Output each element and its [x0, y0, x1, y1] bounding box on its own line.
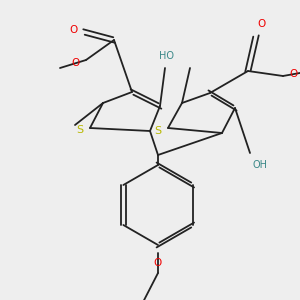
Text: O: O: [257, 19, 265, 29]
Text: HO: HO: [160, 51, 175, 61]
Text: S: S: [76, 125, 84, 135]
Text: O: O: [154, 258, 162, 268]
Text: O: O: [289, 69, 297, 79]
Text: O: O: [71, 58, 79, 68]
Text: S: S: [154, 126, 162, 136]
Text: O: O: [70, 25, 78, 35]
Text: OH: OH: [253, 160, 268, 170]
